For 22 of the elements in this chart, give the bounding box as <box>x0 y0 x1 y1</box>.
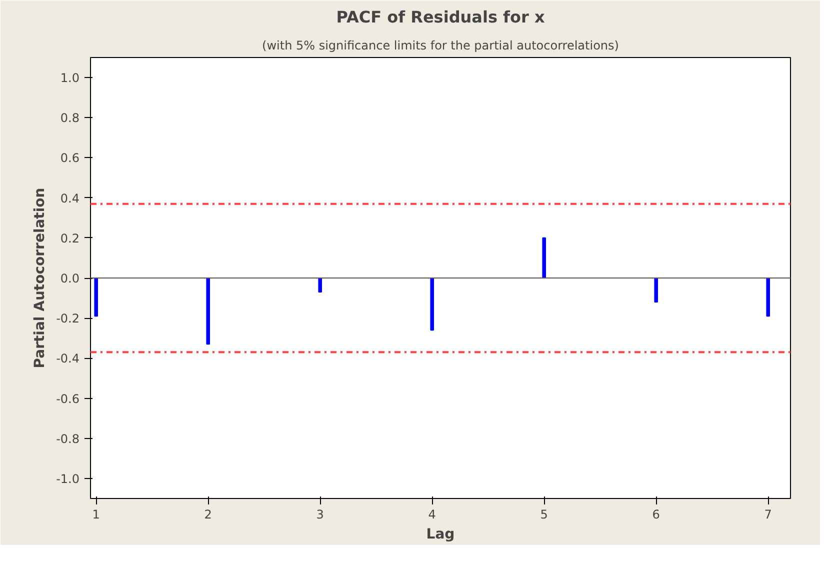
y-tick-label: 0.6 <box>60 151 80 166</box>
x-tick-label: 1 <box>92 508 100 522</box>
y-tick-label: 1.0 <box>60 71 80 86</box>
x-axis-title: Lag <box>426 526 455 542</box>
x-tick-label: 3 <box>316 508 324 522</box>
y-tick-label: -0.4 <box>56 352 80 366</box>
chart-title: PACF of Residuals for x <box>336 8 546 26</box>
chart-subtitle: (with 5% significance limits for the partial autocorrelations) <box>262 38 619 52</box>
y-tick-label: -0.8 <box>56 432 80 446</box>
x-tick-label: 2 <box>204 508 212 522</box>
x-tick-label: 5 <box>540 508 548 522</box>
y-tick-label: 0.2 <box>60 231 80 246</box>
x-tick-label: 4 <box>428 508 436 522</box>
x-tick-label: 6 <box>652 508 660 522</box>
x-tick-label: 7 <box>764 508 772 522</box>
y-tick-label: -1.0 <box>56 472 80 486</box>
y-tick-label: -0.2 <box>56 312 80 326</box>
y-tick-label: 0.8 <box>60 111 80 126</box>
y-tick-label: 0.4 <box>60 191 80 206</box>
y-tick-label: -0.6 <box>56 392 80 406</box>
y-axis-title: Partial Autocorrelation <box>32 188 48 368</box>
y-tick-label: 0.0 <box>60 272 80 286</box>
